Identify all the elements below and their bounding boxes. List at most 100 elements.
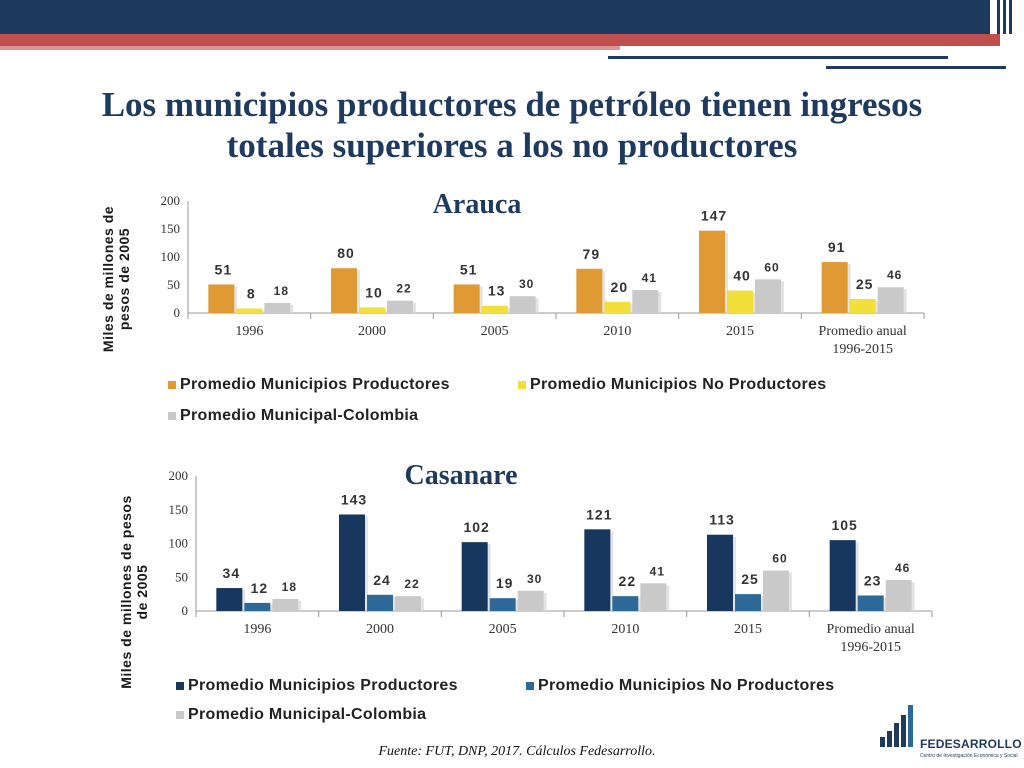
logo-name: FEDESARROLLO	[920, 737, 1022, 751]
bar	[821, 262, 848, 313]
bar	[576, 268, 603, 313]
bar	[453, 284, 480, 313]
x-tick-label: 2000	[358, 324, 386, 339]
data-label: 80	[337, 245, 355, 261]
header-accent-line	[826, 66, 1006, 69]
bar	[339, 514, 365, 611]
legend-item-productores: Promedio Municipios Productores	[168, 376, 450, 394]
x-tick-label: 1996-2015	[832, 342, 893, 357]
bar	[857, 595, 884, 611]
bar	[849, 299, 876, 313]
data-label: 60	[772, 552, 787, 566]
y-axis-label-line: Miles de millones de	[100, 205, 116, 353]
data-label: 12	[251, 580, 269, 596]
x-tick-label: 2015	[726, 324, 754, 339]
y-tick-label: 100	[161, 249, 181, 264]
y-axis-label-line: Miles de millones de pesos	[118, 495, 134, 689]
header-band-red-light	[0, 46, 620, 50]
bar	[517, 590, 544, 611]
bar	[735, 594, 761, 611]
y-tick-label: 200	[161, 193, 181, 208]
bar	[707, 534, 733, 611]
data-label: 41	[650, 564, 665, 578]
data-label: 46	[887, 268, 902, 282]
data-label: 79	[583, 246, 601, 262]
data-label: 18	[282, 580, 297, 594]
data-label: 143	[341, 491, 367, 507]
bar	[877, 287, 904, 313]
legend-label: Promedio Municipios No Productores	[530, 376, 827, 393]
data-label: 51	[215, 261, 233, 277]
x-tick-label: Promedio anual	[827, 622, 915, 637]
casanare-chart: Casanare 0 50 100 150 200 34 12 18 1996 143 24 22 200…	[169, 460, 933, 655]
x-tick-label: 1996-2015	[840, 640, 901, 655]
legend-label: Promedio Municipios Productores	[188, 677, 458, 694]
bar	[755, 279, 781, 313]
bar	[461, 542, 488, 611]
data-label: 40	[733, 268, 751, 284]
data-label: 30	[519, 277, 534, 291]
data-label: 121	[586, 506, 612, 522]
bar	[216, 588, 243, 611]
header-accent-bar	[997, 0, 1000, 34]
data-label: 22	[619, 573, 637, 589]
y-tick-label: 50	[175, 569, 188, 584]
data-label: 91	[828, 239, 846, 255]
slide-title-line: totales superiores a los no productores	[226, 126, 798, 165]
legend-swatch	[176, 711, 184, 719]
data-label: 147	[701, 208, 727, 224]
data-label: 23	[864, 572, 882, 588]
casanare-y-axis-label: Miles de millones de pesos de 2005	[118, 492, 150, 692]
bar	[632, 290, 659, 313]
bar	[481, 305, 508, 313]
x-tick-label: 1996	[235, 324, 263, 339]
bar	[699, 230, 725, 313]
legend-label: Promedio Municipios Productores	[180, 376, 450, 393]
bar	[264, 302, 291, 313]
y-tick-label: 150	[161, 221, 181, 236]
data-label: 34	[223, 565, 241, 581]
y-tick-label: 50	[167, 277, 180, 292]
data-label: 30	[527, 572, 542, 586]
x-tick-label: Promedio anual	[819, 324, 907, 339]
legend-label: Promedio Municipios No Productores	[538, 677, 835, 694]
chart-title: Arauca	[433, 189, 522, 220]
x-tick-label: 2000	[366, 622, 394, 637]
data-label: 8	[247, 286, 256, 302]
y-axis-label-line: pesos de 2005	[116, 227, 132, 331]
x-tick-label: 2005	[489, 622, 517, 637]
arauca-y-axis-label: Miles de millones de pesos de 2005	[100, 189, 132, 369]
slide-title-line: Los municipios productores de petróleo t…	[101, 85, 923, 124]
chart-title: Casanare	[404, 460, 517, 491]
bar	[272, 598, 299, 611]
data-label: 10	[365, 284, 383, 300]
legend-label: Promedio Municipal-Colombia	[180, 407, 419, 424]
legend-swatch	[168, 412, 176, 420]
bar	[584, 529, 611, 611]
legend-swatch	[176, 682, 184, 690]
data-label: 22	[396, 282, 411, 296]
bar	[367, 594, 393, 611]
fedesarrollo-logo: FEDESARROLLO Centro de Investigación Eco…	[878, 703, 1022, 765]
header-accent-bar	[1009, 0, 1012, 34]
legend-item-colombia: Promedio Municipal-Colombia	[176, 706, 426, 724]
bar	[612, 596, 639, 611]
x-tick-label: 2005	[481, 324, 509, 339]
bar	[331, 268, 357, 313]
legend-item-no-productores: Promedio Municipios No Productores	[526, 677, 834, 695]
header-accent-bar	[1003, 0, 1006, 34]
bar	[885, 579, 912, 611]
bar	[208, 284, 235, 313]
data-label: 105	[831, 517, 857, 533]
x-tick-label: 2010	[611, 622, 639, 637]
bar	[763, 570, 789, 611]
data-label: 113	[709, 512, 735, 528]
y-tick-label: 0	[182, 603, 189, 618]
legend-swatch	[518, 381, 526, 389]
arauca-chart: Arauca 0 50 100 150 200 51 8 18 1996 80 10 22 2000 51 1…	[161, 189, 925, 357]
data-label: 102	[463, 519, 489, 535]
bar	[387, 300, 413, 313]
data-label: 25	[741, 571, 759, 587]
bar	[244, 602, 271, 611]
header-band-navy	[0, 0, 990, 34]
